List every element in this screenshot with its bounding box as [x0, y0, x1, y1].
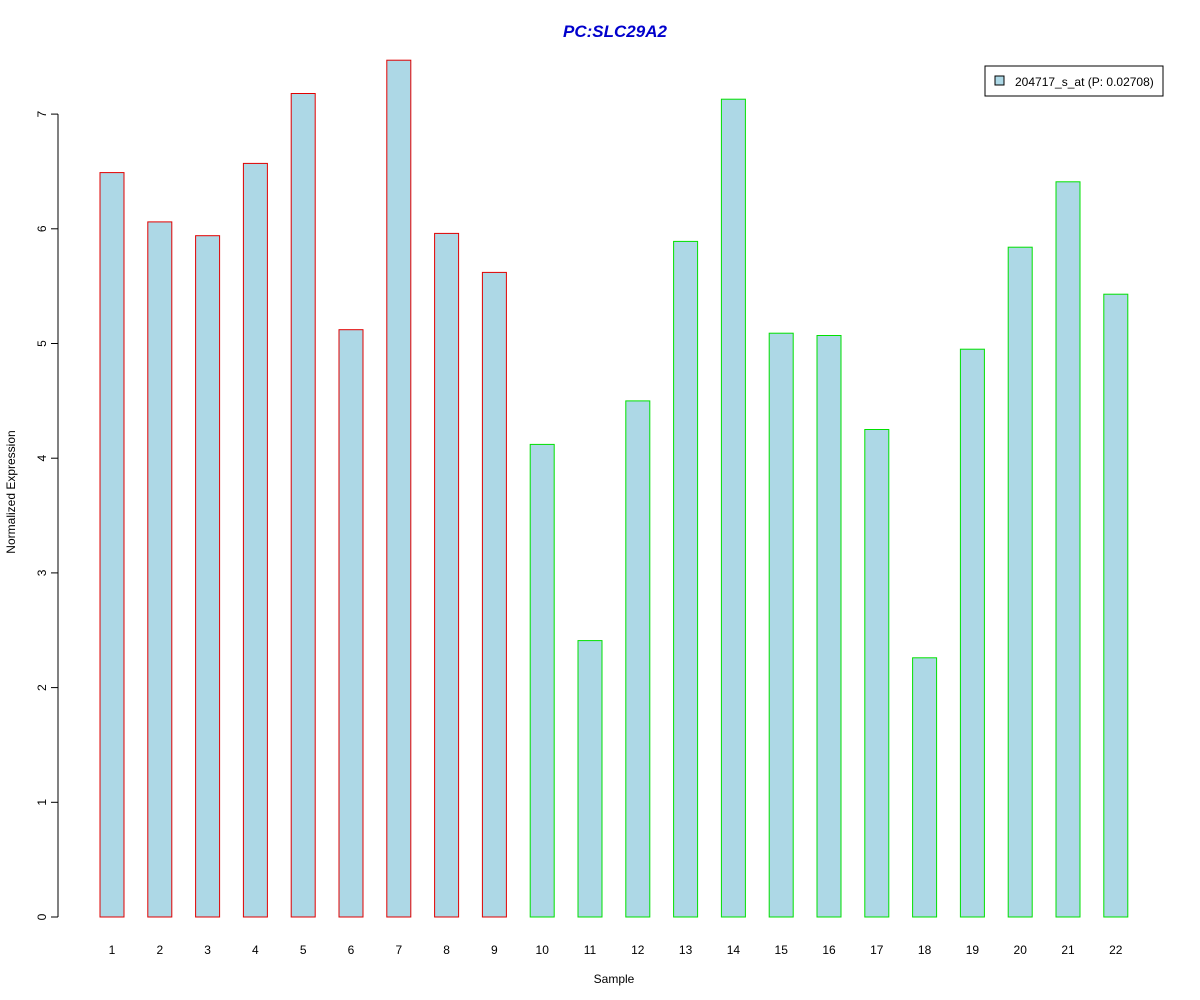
bar-sample-10 [529, 443, 555, 918]
x-tick-label: 10 [536, 943, 550, 957]
bar-sample-22 [1103, 293, 1129, 918]
x-tick-label: 20 [1014, 943, 1028, 957]
x-tick-label: 5 [300, 943, 307, 957]
x-tick-label: 7 [395, 943, 402, 957]
x-tick-label: 14 [727, 943, 741, 957]
y-tick-label: 2 [35, 684, 49, 691]
bar-sample-18 [912, 657, 938, 918]
bar-sample-21 [1055, 181, 1081, 918]
x-tick-label: 19 [966, 943, 980, 957]
bar-sample-7 [386, 59, 412, 918]
bar-sample-3 [195, 235, 221, 918]
x-tick-labels: 1 2 3 4 5 6 7 8 9 10 11 12 13 14 15 16 17 18 19 20 21 22 [109, 943, 1123, 957]
x-tick-label: 3 [204, 943, 211, 957]
bar-sample-20 [1007, 246, 1033, 918]
legend-label: 204717_s_at (P: 0.02708) [1015, 75, 1154, 89]
bar-sample-11 [577, 640, 603, 918]
bar-sample-8 [434, 232, 460, 918]
x-tick-label: 21 [1061, 943, 1075, 957]
bar-sample-4 [242, 162, 268, 918]
bar-sample-17 [864, 429, 890, 918]
bars [99, 59, 1129, 918]
bar-sample-12 [625, 400, 651, 918]
y-ticks: 0 1 2 3 4 5 6 7 [35, 110, 58, 920]
y-tick-label: 5 [35, 340, 49, 347]
y-tick-label: 4 [35, 455, 49, 462]
legend-swatch [994, 75, 1005, 86]
bar-sample-9 [481, 271, 507, 918]
x-tick-label: 22 [1109, 943, 1123, 957]
y-tick-label: 1 [35, 799, 49, 806]
bar-sample-5 [290, 93, 316, 918]
legend: 204717_s_at (P: 0.02708) [984, 65, 1164, 97]
x-axis-label: Sample [594, 972, 635, 986]
x-tick-label: 2 [156, 943, 163, 957]
x-tick-label: 16 [822, 943, 836, 957]
bar-sample-2 [147, 221, 173, 918]
x-tick-label: 11 [584, 943, 597, 957]
x-tick-label: 1 [109, 943, 116, 957]
y-axis-label: Normalized Expression [4, 430, 18, 553]
chart-title: PC:SLC29A2 [563, 22, 667, 41]
bar-sample-13 [673, 240, 699, 918]
y-tick-label: 6 [35, 225, 49, 232]
x-tick-label: 9 [491, 943, 498, 957]
y-tick-label: 7 [35, 110, 49, 117]
x-tick-label: 6 [348, 943, 355, 957]
x-tick-label: 12 [631, 943, 645, 957]
bar-sample-14 [720, 98, 746, 918]
bar-sample-15 [768, 332, 794, 918]
legend-box [984, 65, 1164, 97]
bar-sample-19 [959, 348, 985, 918]
bar-sample-16 [816, 335, 842, 918]
x-tick-label: 8 [443, 943, 450, 957]
bar-sample-1 [99, 172, 125, 918]
x-tick-label: 4 [252, 943, 259, 957]
x-tick-label: 15 [775, 943, 789, 957]
x-tick-label: 18 [918, 943, 932, 957]
bar-sample-6 [338, 329, 364, 918]
y-tick-label: 3 [35, 569, 49, 576]
y-tick-label: 0 [35, 913, 49, 920]
y-axis: 0 1 2 3 4 5 6 7 [35, 110, 59, 920]
x-tick-label: 17 [870, 943, 884, 957]
x-tick-label: 13 [679, 943, 693, 957]
